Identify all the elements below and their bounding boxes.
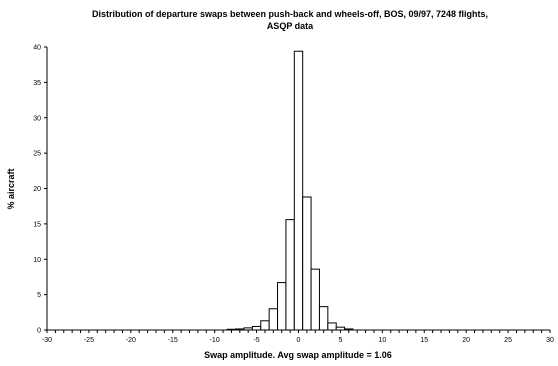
histogram-bar: [327, 322, 337, 331]
y-tick-label: 40: [33, 45, 41, 52]
histogram-bar: [268, 308, 279, 331]
x-tick-label: -30: [42, 337, 52, 344]
histogram-bar: [251, 325, 262, 331]
y-axis-label: % aircraft: [6, 168, 16, 209]
x-tick-label: 10: [378, 337, 386, 344]
x-tick-label: 30: [546, 337, 554, 344]
x-tick-label: 5: [338, 337, 342, 344]
y-tick-label: 0: [37, 328, 41, 335]
y-tick-label: 35: [33, 80, 41, 87]
histogram-bar: [310, 268, 320, 331]
x-tick-label: 15: [420, 337, 428, 344]
x-tick-label: -10: [210, 337, 220, 344]
x-axis-label: Swap amplitude. Avg swap amplitude = 1.0…: [204, 350, 392, 360]
histogram-bar: [260, 320, 270, 331]
y-tick-label: 20: [33, 186, 41, 193]
chart-title-line-1: Distribution of departure swaps between …: [92, 9, 488, 19]
chart-title-line-2: ASQP data: [267, 21, 314, 31]
axes-group: 0 5 10 15 20 25 30 35 40 -30 -25 -20 -15 -10 -5 0 5 10 15 2…: [33, 45, 554, 345]
y-tick-label: 10: [33, 257, 41, 264]
histogram-bar: [302, 196, 312, 331]
histogram-bar: [285, 219, 295, 331]
x-tick-label: -5: [253, 337, 259, 344]
histogram-bar: [318, 306, 329, 331]
histogram-bar: [293, 50, 304, 331]
y-tick-label: 15: [33, 221, 41, 228]
x-tick-label: 20: [462, 337, 470, 344]
x-tick-label: -15: [168, 337, 178, 344]
x-tick-label: 0: [297, 337, 301, 344]
y-tick-label: 25: [33, 151, 41, 158]
x-tick-label: -25: [84, 337, 94, 344]
x-tick-label: 25: [504, 337, 512, 344]
y-tick-label: 30: [33, 115, 41, 122]
y-tick-label: 5: [37, 292, 41, 299]
bars-group: [226, 50, 354, 331]
x-tick-label: -20: [126, 337, 136, 344]
histogram-bar: [277, 282, 287, 331]
